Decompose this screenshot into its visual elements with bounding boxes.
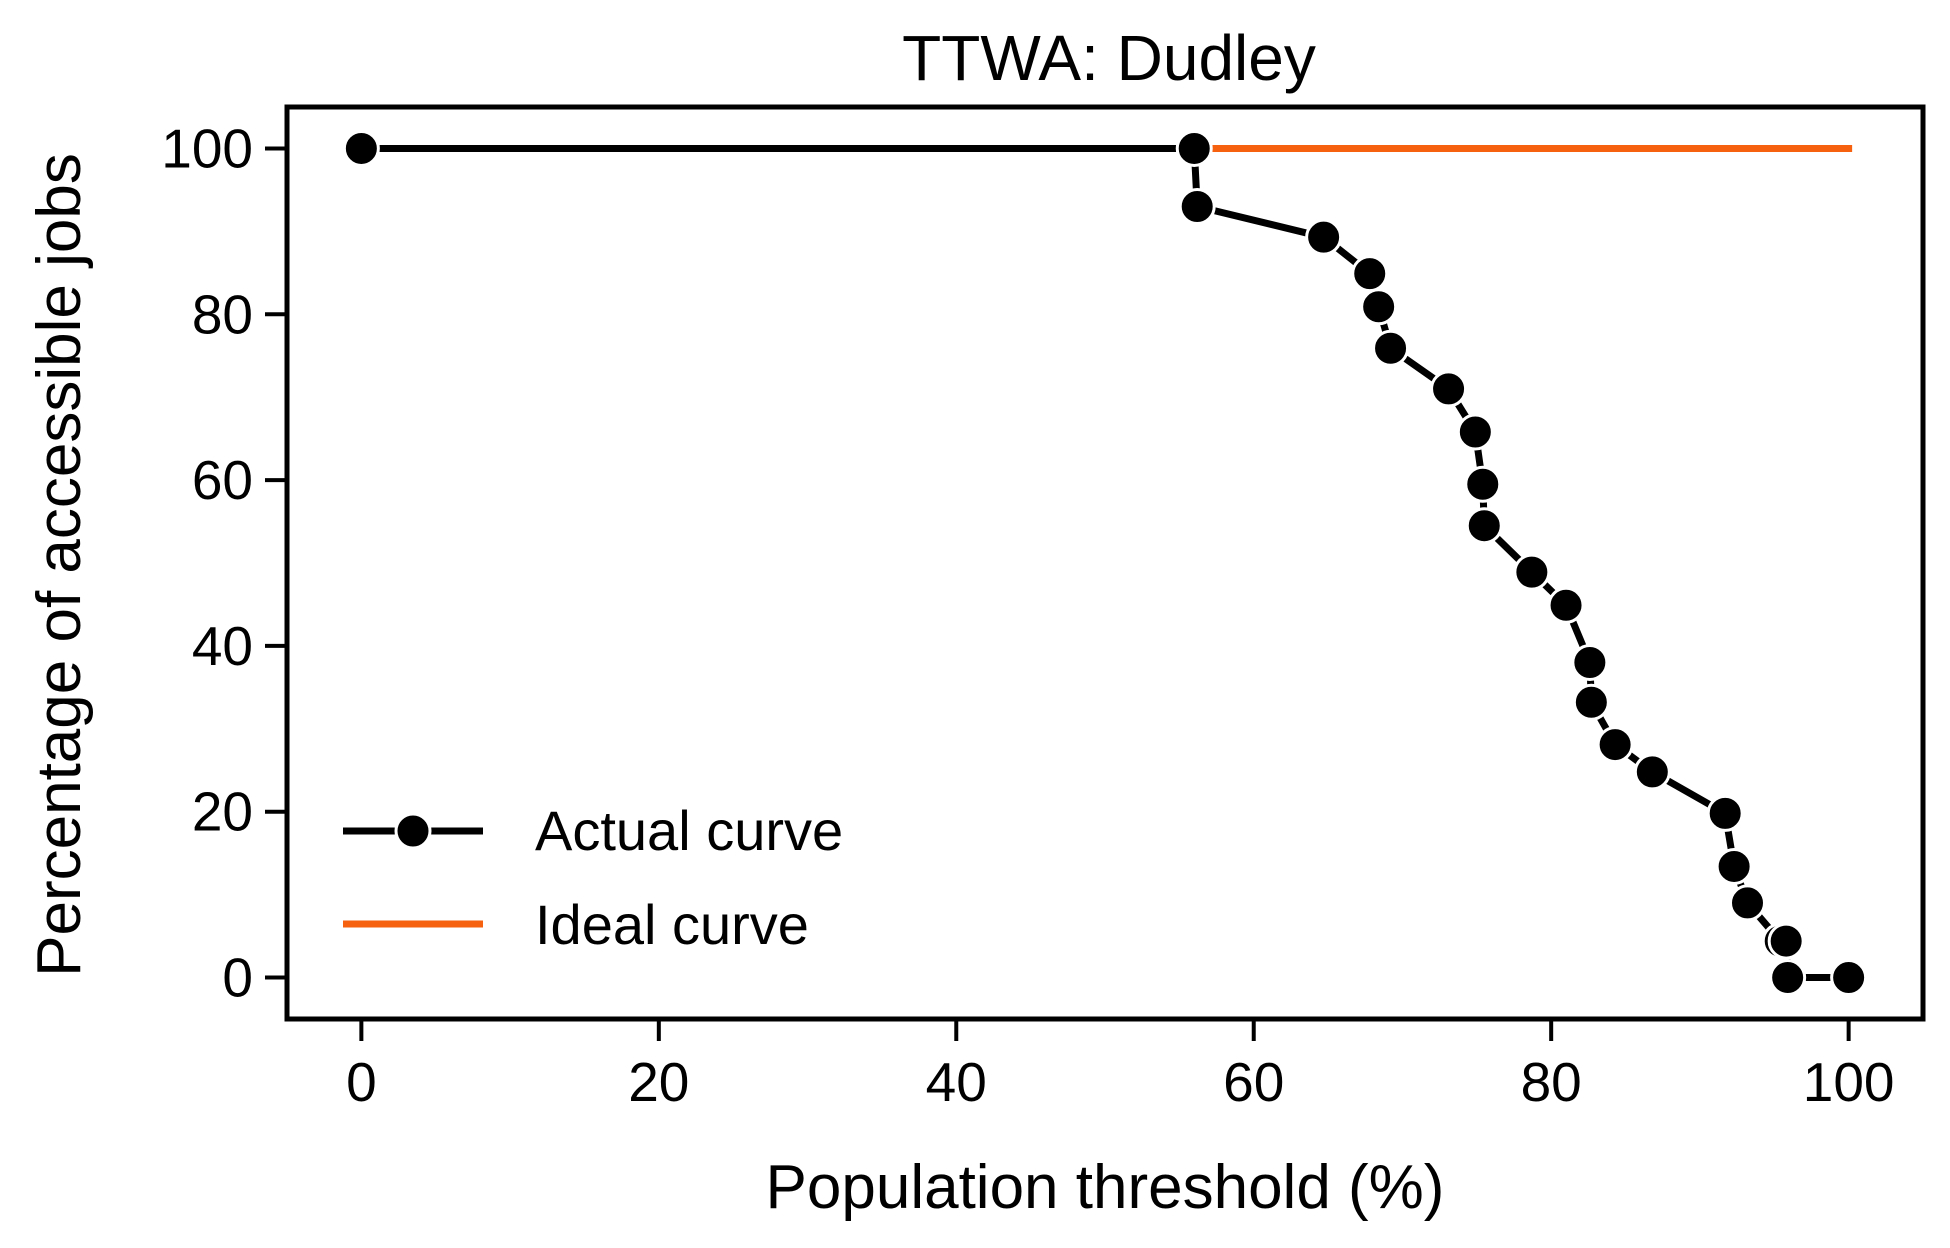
actual-curve-point [1305,218,1343,256]
actual-curve-point [1178,187,1216,225]
legend-actual-label: Actual curve [535,799,843,862]
axis-ticks: 0 20 40 60 80 100 0 20 40 60 80 100 [161,117,1894,1113]
actual-curve-point [1465,507,1503,545]
actual-curve-point [1633,753,1671,791]
x-tick-label: 100 [1803,1051,1895,1113]
actual-curve-point [1175,129,1213,167]
y-tick-label: 60 [192,449,253,511]
actual-curve-point [1706,794,1744,832]
actual-curve-point [1596,726,1634,764]
y-tick-label: 80 [192,283,253,345]
actual-curve-point [1769,959,1807,997]
y-tick-label: 100 [161,117,253,179]
actual-curve-point [1729,884,1767,922]
actual-curve-point [1767,922,1805,960]
actual-curve-series [342,129,1868,997]
actual-curve-point [1513,553,1551,591]
actual-curve-point [1372,329,1410,367]
x-tick-label: 40 [926,1051,987,1113]
y-tick-label: 0 [222,947,253,1009]
actual-curve-point [1715,847,1753,885]
x-tick-label: 0 [346,1051,377,1113]
x-tick-label: 60 [1223,1051,1284,1113]
actual-curve-point [1571,643,1609,681]
actual-curve-point [1572,683,1610,721]
actual-curve-point [1464,465,1502,503]
y-tick-label: 20 [192,781,253,843]
actual-curve-point [342,129,380,167]
y-axis-label: Percentage of accessible jobs [25,153,94,977]
x-axis-label: Population threshold (%) [766,1153,1445,1222]
chart-title: TTWA: Dudley [902,22,1316,94]
legend-actual-marker [394,812,432,850]
legend: Actual curve Ideal curve [343,799,843,956]
actual-curve-point [1547,586,1585,624]
actual-curve-point [1456,413,1494,451]
actual-curve-point [1360,288,1398,326]
plot-frame [284,104,1926,1022]
actual-curve-point [1830,959,1868,997]
x-tick-label: 80 [1521,1051,1582,1113]
x-tick-label: 20 [628,1051,689,1113]
y-tick-label: 40 [192,615,253,677]
actual-curve-point [1351,255,1389,293]
actual-curve-point [1430,370,1468,408]
legend-ideal-label: Ideal curve [535,893,809,956]
